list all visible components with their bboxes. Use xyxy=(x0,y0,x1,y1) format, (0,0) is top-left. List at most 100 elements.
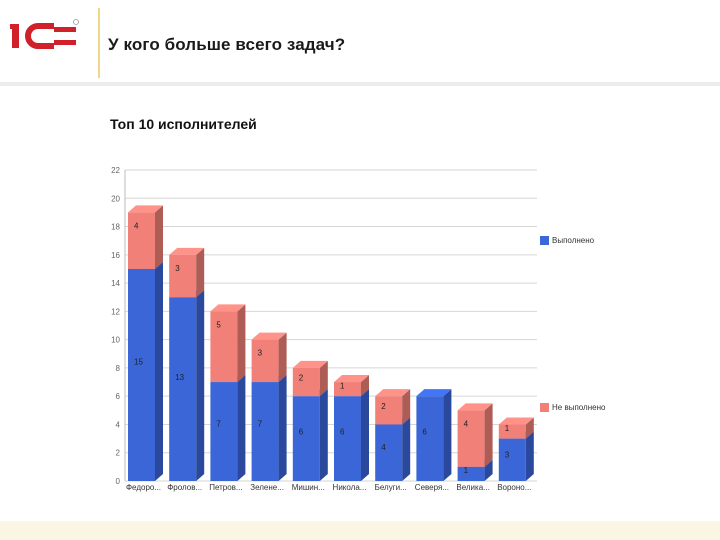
bar-top xyxy=(416,389,452,397)
bar-side xyxy=(237,304,246,383)
bar-top xyxy=(128,205,163,213)
bar-notdone xyxy=(210,311,238,383)
bar-side xyxy=(361,375,369,397)
data-label: 7 xyxy=(216,420,221,429)
x-tick-label: Белуги... xyxy=(375,483,407,492)
bar-notdone xyxy=(375,396,403,425)
bar-side xyxy=(402,389,411,425)
bar-side xyxy=(484,403,493,467)
bar-side xyxy=(402,417,411,481)
1c-logo xyxy=(10,19,79,49)
data-label: 15 xyxy=(134,357,143,366)
header-divider xyxy=(98,8,100,78)
bar-side xyxy=(278,375,287,481)
y-tick-label: 16 xyxy=(111,251,120,260)
bar-side xyxy=(155,205,163,269)
bar-side xyxy=(525,431,534,481)
y-tick-label: 20 xyxy=(111,194,120,203)
slide-header: У кого больше всего задач? xyxy=(0,0,720,82)
y-tick-label: 14 xyxy=(111,279,120,288)
data-label: 3 xyxy=(175,264,180,273)
data-label: 2 xyxy=(381,402,386,411)
slide-title: У кого больше всего задач? xyxy=(108,35,346,54)
bar-done xyxy=(334,396,361,481)
data-label: 4 xyxy=(464,419,469,428)
bar-done xyxy=(251,382,279,481)
legend-swatch-done xyxy=(540,236,549,246)
bar-side xyxy=(443,389,452,481)
bar-top xyxy=(292,360,328,368)
bar-side xyxy=(361,389,369,481)
bar-notdone xyxy=(292,367,320,397)
footer-band xyxy=(0,521,720,540)
bar-top xyxy=(169,247,205,255)
data-label: 4 xyxy=(381,443,386,452)
legend-label-done: Выполнено xyxy=(552,236,595,245)
y-tick-label: 22 xyxy=(111,166,120,175)
data-label: 1 xyxy=(464,466,469,475)
legend-label-notdone: Не выполнено xyxy=(552,403,606,412)
bar-top xyxy=(251,332,287,340)
y-tick-label: 12 xyxy=(111,307,120,316)
x-tick-label: Никола... xyxy=(333,483,367,492)
bar-notdone xyxy=(169,254,197,298)
data-label: 2 xyxy=(299,374,304,383)
bar-notdone xyxy=(128,212,155,269)
x-tick-label: Велика... xyxy=(456,483,489,492)
x-tick-label: Мишин... xyxy=(292,483,325,492)
y-tick-label: 2 xyxy=(116,449,121,458)
bar-side xyxy=(484,459,493,481)
bar-done xyxy=(292,396,320,481)
bar-top xyxy=(498,417,534,425)
legend-swatch-notdone xyxy=(540,403,549,413)
data-label: 7 xyxy=(258,420,263,429)
x-tick-label: Северя... xyxy=(415,483,449,492)
bar-done xyxy=(169,297,197,481)
legend-notdone: Не выполнено xyxy=(540,403,606,413)
legend-done: Выполнено xyxy=(540,236,595,246)
y-tick-label: 18 xyxy=(111,223,120,232)
data-label: 3 xyxy=(505,451,510,460)
bar-notdone xyxy=(498,424,526,439)
bar-done xyxy=(416,396,444,481)
chart-title: Топ 10 исполнителей xyxy=(110,116,257,132)
y-tick-label: 6 xyxy=(116,392,121,401)
data-label: 6 xyxy=(422,427,427,436)
bar-top xyxy=(457,403,493,411)
x-tick-label: Зелене... xyxy=(250,483,284,492)
bar-done xyxy=(375,424,403,481)
bar-top xyxy=(375,389,411,397)
bar-notdone xyxy=(251,339,279,383)
y-tick-label: 4 xyxy=(116,420,121,429)
data-label: 1 xyxy=(505,424,510,433)
bar-side xyxy=(278,332,287,383)
bar-side xyxy=(196,290,205,481)
data-label: 4 xyxy=(134,221,139,230)
y-tick-label: 10 xyxy=(111,336,120,345)
bar-side xyxy=(525,417,534,439)
bar-side xyxy=(319,389,328,481)
bar-top xyxy=(210,304,246,312)
data-label: 3 xyxy=(258,349,263,358)
bar-done xyxy=(498,438,526,481)
bar-done xyxy=(210,382,238,481)
y-tick-label: 8 xyxy=(116,364,121,373)
bar-notdone xyxy=(457,410,485,467)
header-band xyxy=(0,82,720,86)
bar-side xyxy=(196,247,205,298)
bar-done xyxy=(128,268,155,481)
y-tick-label: 0 xyxy=(116,477,121,486)
data-label: 5 xyxy=(216,320,221,329)
bar-side xyxy=(237,375,246,481)
data-label: 6 xyxy=(299,427,304,436)
bar-done xyxy=(457,466,485,481)
x-tick-label: Петров... xyxy=(209,483,242,492)
x-tick-label: Вороно... xyxy=(497,483,531,492)
data-label: 13 xyxy=(175,373,184,382)
bar-side xyxy=(319,360,328,397)
bar-notdone xyxy=(334,382,361,397)
data-label: 6 xyxy=(340,427,345,436)
bar-top xyxy=(334,375,369,383)
x-tick-label: Федоро... xyxy=(126,483,161,492)
